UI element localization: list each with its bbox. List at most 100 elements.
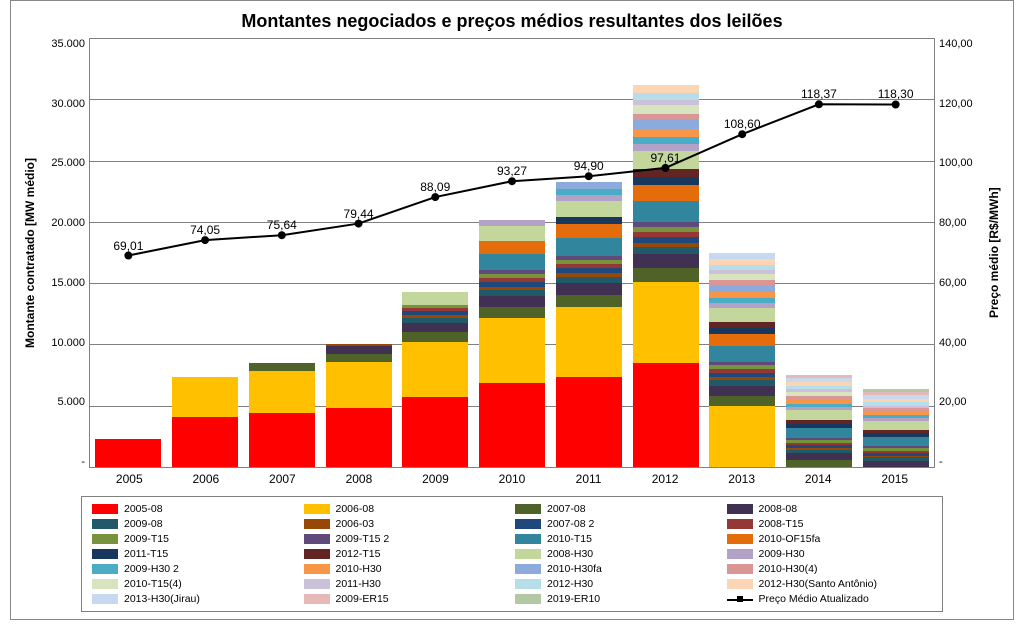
bar-segment [709, 308, 775, 322]
legend-label: 2010-OF15fa [759, 533, 821, 545]
stacked-bar [479, 142, 545, 467]
bar-segment [633, 114, 699, 121]
line-point-label: 74,05 [190, 223, 220, 237]
bar-segment [633, 247, 699, 255]
bar-segment [709, 396, 775, 406]
y2-tick: 100,00 [939, 157, 985, 169]
plot: 69,0174,0575,6479,4488,0993,2794,9097,61… [89, 38, 935, 468]
legend-label: 2010-H30 [336, 563, 382, 575]
x-tick: 2015 [856, 468, 933, 486]
legend-label: Preço Médio Atualizado [759, 593, 869, 605]
bar-segment [326, 362, 392, 408]
bar-segment [709, 334, 775, 346]
legend-label: 2009-T15 [124, 533, 169, 545]
bar-segment [556, 283, 622, 295]
bar-segment [786, 428, 852, 438]
line-point-label: 94,90 [574, 159, 604, 173]
bar-segment [326, 408, 392, 467]
bar-segment [402, 292, 468, 305]
legend-swatch [304, 534, 330, 544]
legend-swatch [727, 564, 753, 574]
y-axis-right-ticks: 140,00120,00100,0080,0060,0040,0020,00- [935, 38, 985, 468]
x-tick: 2011 [550, 468, 627, 486]
line-point-label: 118,37 [801, 87, 837, 101]
bar-segment [479, 383, 545, 467]
x-tick: 2008 [321, 468, 398, 486]
legend-item: 2012-H30(Santo Antônio) [727, 578, 933, 590]
bar-slot [243, 38, 320, 467]
legend-swatch [727, 519, 753, 529]
bar-segment [479, 296, 545, 307]
legend: 2005-082006-082007-082008-082009-082006-… [81, 496, 943, 612]
legend-item: 2012-T15 [304, 548, 510, 560]
y1-tick: 10.000 [39, 337, 85, 349]
legend-item: 2007-08 2 [515, 518, 721, 530]
legend-swatch [304, 549, 330, 559]
bar-segment [633, 282, 699, 363]
legend-item: 2012-H30 [515, 578, 721, 590]
legend-item: 2009-08 [92, 518, 298, 530]
y2-tick: 60,00 [939, 277, 985, 289]
legend-item: 2006-08 [304, 503, 510, 515]
legend-label: 2006-08 [336, 503, 375, 515]
x-tick: 2009 [397, 468, 474, 486]
bar-segment [479, 254, 545, 271]
bar-segment [556, 201, 622, 217]
bar-slot [627, 38, 704, 467]
legend-label: 2009-H30 [759, 548, 805, 560]
legend-label: 2008-T15 [759, 518, 804, 530]
legend-label: 2009-ER15 [336, 593, 389, 605]
x-tick: 2007 [244, 468, 321, 486]
bar-segment [556, 295, 622, 307]
legend-swatch [515, 519, 541, 529]
stacked-bar [709, 164, 775, 467]
chart-title: Montantes negociados e preços médios res… [21, 11, 1003, 32]
bar-segment [249, 371, 315, 413]
legend-label: 2009-T15 2 [336, 533, 390, 545]
legend-item: 2013-H30(Jirau) [92, 593, 298, 605]
bar-segment [863, 437, 929, 446]
stacked-bar [633, 62, 699, 467]
legend-label: 2013-H30(Jirau) [124, 593, 200, 605]
bar-slot [857, 38, 934, 467]
bar-slot [320, 38, 397, 467]
bar-slot [167, 38, 244, 467]
bar-slot [704, 38, 781, 467]
bar-segment [556, 182, 622, 189]
legend-label: 2007-08 [547, 503, 586, 515]
bar-segment [479, 318, 545, 383]
bar-segment [249, 413, 315, 467]
bar-segment [556, 238, 622, 256]
legend-item: 2010-OF15fa [727, 533, 933, 545]
x-tick: 2005 [91, 468, 168, 486]
bar-segment [633, 137, 699, 144]
legend-item: 2010-H30(4) [727, 563, 933, 575]
bar-segment [172, 377, 238, 416]
legend-swatch [727, 504, 753, 514]
legend-item: 2009-ER15 [304, 593, 510, 605]
bar-segment [633, 93, 699, 100]
y-axis-left-label: Montante contratado [MW médio] [21, 38, 39, 468]
line-point-label: 93,27 [497, 164, 527, 178]
legend-swatch [92, 579, 118, 589]
y2-tick: - [939, 456, 985, 468]
legend-item: 2008-T15 [727, 518, 933, 530]
legend-swatch [515, 549, 541, 559]
bar-segment [633, 363, 699, 467]
y1-tick: 30.000 [39, 98, 85, 110]
bar-segment [863, 461, 929, 467]
legend-label: 2011-T15 [124, 548, 168, 560]
legend-label: 2012-T15 [336, 548, 381, 560]
bar-segment [402, 397, 468, 467]
bar-segment [786, 453, 852, 460]
legend-label: 2010-T15(4) [124, 578, 182, 590]
y2-tick: 120,00 [939, 98, 985, 110]
legend-item: 2005-08 [92, 503, 298, 515]
legend-label: 2012-H30 [547, 578, 593, 590]
legend-item: 2007-08 [515, 503, 721, 515]
bar-segment [95, 439, 161, 467]
bar-segment [633, 185, 699, 201]
x-tick: 2006 [168, 468, 245, 486]
legend-swatch [515, 504, 541, 514]
bar-segment [172, 417, 238, 467]
